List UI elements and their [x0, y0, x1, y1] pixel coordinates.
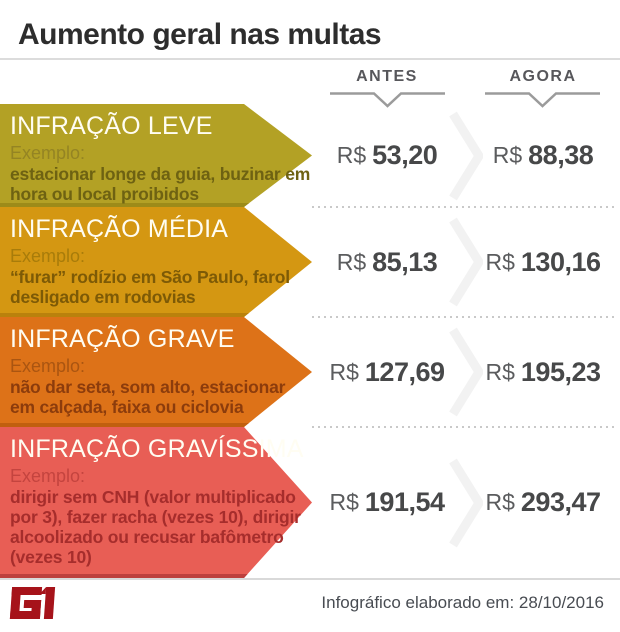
- dotted-divider: [312, 206, 614, 208]
- footer: Infográfico elaborado em: 28/10/2016: [0, 578, 620, 632]
- value-antes: R$ 191,54: [322, 427, 452, 578]
- category-band-text: INFRAÇÃO GRAVE Exemplo: não dar seta, so…: [10, 325, 312, 417]
- example-label: Exemplo:: [10, 246, 86, 266]
- column-header-antes: ANTES: [356, 68, 418, 85]
- column-header-agora: AGORA: [509, 68, 577, 85]
- category-title: INFRAÇÃO GRAVE: [10, 325, 235, 353]
- page-title: Aumento geral nas multas: [18, 18, 382, 51]
- column-headers: ANTES AGORA: [0, 60, 620, 108]
- currency-symbol: R$: [485, 489, 515, 515]
- category-band: [0, 104, 312, 207]
- category-title: INFRAÇÃO LEVE: [10, 112, 213, 140]
- currency-symbol: R$: [485, 248, 515, 275]
- amount: 88,38: [528, 140, 594, 170]
- currency-symbol: R$: [329, 358, 359, 385]
- chevron-right-icon: [449, 111, 483, 200]
- infraction-rows: INFRAÇÃO LEVE Exemplo: estacionar longe …: [0, 104, 620, 578]
- example-text: estacionar longe da guia, buzinar em hor…: [10, 164, 311, 204]
- value-antes: R$ 127,69: [322, 317, 452, 427]
- example-label: Exemplo:: [10, 466, 86, 486]
- category-band: [0, 317, 312, 427]
- example-label: Exemplo:: [10, 143, 86, 163]
- row-infracao-gravissima: INFRAÇÃO GRAVÍSSIMA Exemplo: dirigir sem…: [0, 427, 620, 578]
- dotted-divider: [312, 426, 614, 428]
- footer-note: Infográfico elaborado em: 28/10/2016: [321, 593, 604, 612]
- title-divider: [0, 58, 620, 60]
- example-label: Exemplo:: [10, 356, 86, 376]
- value-agora: R$ 293,47: [478, 427, 608, 578]
- value-antes: R$ 53,20: [322, 104, 452, 207]
- example-text: dirigir sem CNH (valor multiplicado por …: [10, 487, 301, 567]
- example-text: “furar” rodízio em São Paulo, farol desl…: [10, 267, 290, 307]
- notch-pointer-line-agora: [485, 92, 600, 108]
- amount: 293,47: [520, 487, 601, 517]
- amount: 127,69: [364, 356, 445, 387]
- category-title: INFRAÇÃO MÉDIA: [10, 215, 229, 243]
- currency-symbol: R$: [329, 489, 359, 515]
- amount: 191,54: [364, 487, 445, 517]
- value-agora: R$ 195,23: [478, 317, 608, 427]
- value-agora: R$ 88,38: [478, 104, 608, 207]
- category-band-text: INFRAÇÃO GRAVÍSSIMA Exemplo: dirigir sem…: [10, 435, 312, 567]
- row-infracao-media: INFRAÇÃO MÉDIA Exemplo: “furar” rodízio …: [0, 207, 620, 318]
- g1-logo: [9, 587, 56, 619]
- value-antes: R$ 85,13: [322, 207, 452, 317]
- category-title: INFRAÇÃO GRAVÍSSIMA: [10, 435, 304, 463]
- value-agora: R$ 130,16: [478, 207, 608, 317]
- row-infracao-grave: INFRAÇÃO GRAVE Exemplo: não dar seta, so…: [0, 317, 620, 428]
- amount: 85,13: [372, 246, 438, 277]
- currency-symbol: R$: [336, 248, 367, 275]
- notch-pointer-line-antes: [330, 92, 445, 108]
- chevron-right-icon: [449, 217, 483, 307]
- category-band: [0, 207, 312, 317]
- header: Aumento geral nas multas: [0, 0, 620, 52]
- example-text: não dar seta, som alto, estacionar em ca…: [10, 377, 286, 417]
- row-infracao-leve: INFRAÇÃO LEVE Exemplo: estacionar longe …: [0, 104, 620, 208]
- chevron-right-icon: [449, 458, 483, 547]
- dotted-divider: [312, 316, 614, 318]
- category-band: [0, 427, 312, 578]
- category-band-text: INFRAÇÃO MÉDIA Exemplo: “furar” rodízio …: [10, 215, 312, 307]
- currency-symbol: R$: [336, 142, 367, 168]
- amount: 195,23: [520, 356, 601, 387]
- amount: 130,16: [520, 246, 601, 277]
- category-band-text: INFRAÇÃO LEVE Exemplo: estacionar longe …: [10, 112, 312, 204]
- currency-symbol: R$: [492, 142, 523, 168]
- currency-symbol: R$: [485, 358, 515, 385]
- amount: 53,20: [372, 140, 438, 170]
- chevron-right-icon: [449, 327, 483, 417]
